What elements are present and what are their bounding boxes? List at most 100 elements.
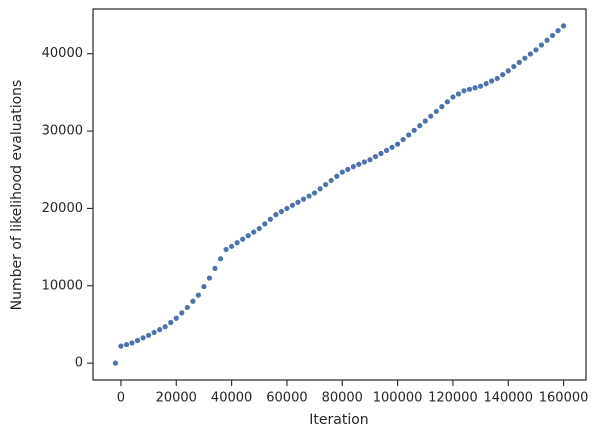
point [400, 136, 406, 143]
point [201, 283, 207, 290]
point [406, 132, 412, 138]
point [356, 161, 362, 167]
point [289, 202, 296, 208]
point [267, 216, 273, 222]
point [312, 190, 318, 196]
x-tick-label: 20000 [156, 391, 197, 406]
y-tick-label: 20000 [42, 201, 83, 216]
point [527, 51, 533, 57]
point [284, 205, 290, 212]
point [306, 193, 312, 199]
point [500, 71, 506, 78]
y-tick-label: 30000 [42, 124, 83, 139]
point [372, 153, 379, 160]
point [472, 85, 478, 91]
point [118, 343, 124, 349]
point [394, 141, 401, 147]
point [162, 324, 168, 330]
point [538, 42, 545, 48]
x-tick-label: 120000 [428, 391, 478, 406]
point [179, 310, 185, 316]
point [129, 340, 135, 346]
point [184, 304, 190, 311]
point [190, 298, 196, 304]
point [428, 113, 434, 119]
point [112, 360, 119, 366]
point [234, 240, 240, 246]
point [383, 147, 390, 154]
point [378, 150, 384, 157]
point [389, 144, 395, 150]
point [151, 329, 157, 336]
point [300, 196, 307, 202]
point [328, 177, 334, 184]
plot-frame [92, 8, 587, 381]
point [361, 159, 367, 165]
point [483, 81, 489, 87]
point [444, 99, 450, 105]
point [494, 75, 500, 82]
point [417, 123, 423, 129]
y-tick-label: 10000 [42, 278, 83, 293]
x-tick-label: 80000 [322, 391, 363, 406]
point [522, 55, 528, 61]
point [345, 166, 351, 172]
point [511, 63, 517, 70]
point [533, 47, 539, 53]
point [350, 164, 356, 170]
x-tick-label: 60000 [266, 391, 307, 406]
point [317, 186, 323, 192]
point [323, 181, 329, 188]
point [367, 157, 373, 163]
point [489, 78, 495, 84]
point [278, 208, 285, 215]
point [516, 59, 522, 65]
point [273, 212, 279, 218]
point [422, 118, 428, 124]
point [505, 68, 511, 74]
point [339, 169, 345, 175]
y-tick-label: 0 [75, 356, 83, 371]
point [229, 243, 235, 249]
point [433, 108, 439, 115]
point [477, 83, 484, 89]
point [262, 221, 268, 227]
point [206, 275, 213, 281]
point [140, 335, 146, 341]
point [251, 229, 257, 235]
point [157, 327, 163, 333]
point [334, 173, 340, 179]
point [450, 94, 456, 100]
point [256, 225, 262, 232]
point [439, 104, 445, 110]
x-tick-label: 100000 [373, 391, 423, 406]
y-tick-label: 40000 [42, 46, 83, 61]
point [555, 28, 561, 34]
point [245, 233, 251, 239]
point [455, 91, 462, 97]
point [134, 337, 141, 344]
x-tick-label: 160000 [539, 391, 589, 406]
point [549, 32, 556, 39]
point [173, 315, 179, 321]
point [123, 341, 130, 348]
x-tick-label: 0 [117, 391, 125, 406]
point [295, 199, 301, 205]
point [411, 127, 417, 133]
x-axis-label: Iteration [309, 412, 368, 428]
point [212, 265, 218, 271]
point [461, 88, 467, 94]
point [560, 23, 567, 29]
point [466, 86, 473, 92]
point [146, 332, 152, 338]
x-tick-label: 140000 [483, 391, 533, 406]
x-tick-label: 40000 [211, 391, 252, 406]
point [544, 37, 550, 43]
point [223, 246, 229, 253]
point [195, 292, 202, 298]
point [240, 236, 246, 242]
y-axis-label: Number of likelihood evaluations [9, 80, 25, 311]
point [168, 319, 174, 326]
point [217, 256, 224, 262]
